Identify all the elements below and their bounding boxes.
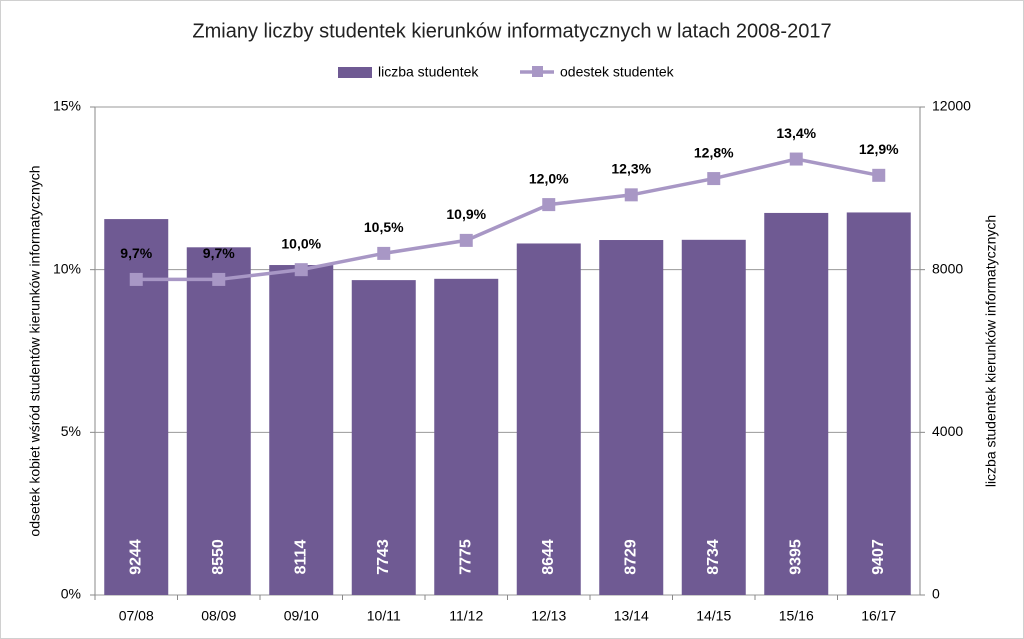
bar-value-label: 7775 (457, 539, 474, 575)
legend-swatch (338, 67, 372, 78)
line-value-label: 13,4% (776, 125, 816, 141)
x-tick-label: 16/17 (861, 608, 896, 624)
bar-value-label: 9395 (787, 539, 804, 575)
bar-value-label: 8644 (540, 539, 557, 575)
bar (186, 247, 251, 596)
chart-title: Zmiany liczby studentek kierunków inform… (192, 20, 831, 42)
y2-tick-label: 12000 (932, 98, 971, 114)
bar (681, 239, 746, 596)
y2-tick-label: 4000 (932, 423, 963, 439)
legend-swatch (532, 66, 543, 77)
y-tick-label: 0% (61, 586, 81, 602)
y-tick-label: 10% (53, 260, 81, 276)
y-tick-label: 5% (61, 423, 81, 439)
x-tick-label: 11/12 (449, 608, 483, 624)
x-tick-label: 07/08 (119, 608, 154, 624)
line (136, 157, 880, 282)
bar (269, 265, 334, 595)
bar-value-label: 9244 (127, 539, 144, 575)
line-marker (707, 172, 721, 186)
line-marker (872, 168, 886, 182)
legend-label: liczba studentek (378, 64, 479, 80)
line-value-label: 9,7% (203, 245, 235, 261)
line-value-label: 10,9% (446, 206, 486, 222)
bar-value-label: 9407 (870, 539, 887, 575)
bar-value-label: 8550 (210, 539, 227, 575)
line-marker (624, 188, 638, 202)
x-tick-label: 08/09 (201, 608, 236, 624)
line-marker (294, 263, 308, 277)
line-value-label: 12,9% (859, 141, 899, 157)
bar-value-label: 8734 (705, 539, 722, 575)
line-value-label: 9,7% (120, 245, 152, 261)
line-marker (789, 152, 803, 166)
x-tick-label: 15/16 (779, 608, 814, 624)
bar (846, 212, 911, 595)
x-tick-label: 10/11 (367, 608, 401, 624)
bar-value-label: 7743 (375, 539, 392, 575)
x-tick-label: 14/15 (696, 608, 731, 624)
y-axis-label: odsetek kobiet wśród studentów kierunków… (27, 165, 43, 536)
legend-label: odestek studentek (560, 64, 675, 80)
bar (764, 212, 829, 596)
line-value-label: 10,5% (364, 219, 404, 235)
line-value-label: 12,8% (694, 144, 734, 160)
x-tick-label: 13/14 (614, 608, 649, 624)
bar (599, 240, 664, 595)
bar (351, 280, 416, 595)
line-marker (459, 233, 473, 247)
y2-axis-label: liczba studentek kierunków informatyczny… (983, 215, 999, 487)
bar (516, 243, 581, 595)
bar-value-label: 8114 (292, 540, 309, 575)
line-marker (129, 272, 143, 286)
line-value-label: 12,3% (611, 161, 651, 177)
x-tick-label: 09/10 (284, 608, 319, 624)
y-tick-label: 15% (53, 98, 81, 114)
line-marker (377, 246, 391, 260)
y2-tick-label: 0 (932, 586, 940, 602)
line-marker (542, 198, 556, 212)
line-value-label: 12,0% (529, 170, 569, 186)
bar (434, 278, 499, 595)
line-value-label: 10,0% (281, 235, 321, 251)
line-marker (212, 272, 226, 286)
y2-tick-label: 8000 (932, 260, 963, 276)
bar-value-label: 8729 (622, 539, 639, 575)
x-tick-label: 12/13 (531, 608, 566, 624)
